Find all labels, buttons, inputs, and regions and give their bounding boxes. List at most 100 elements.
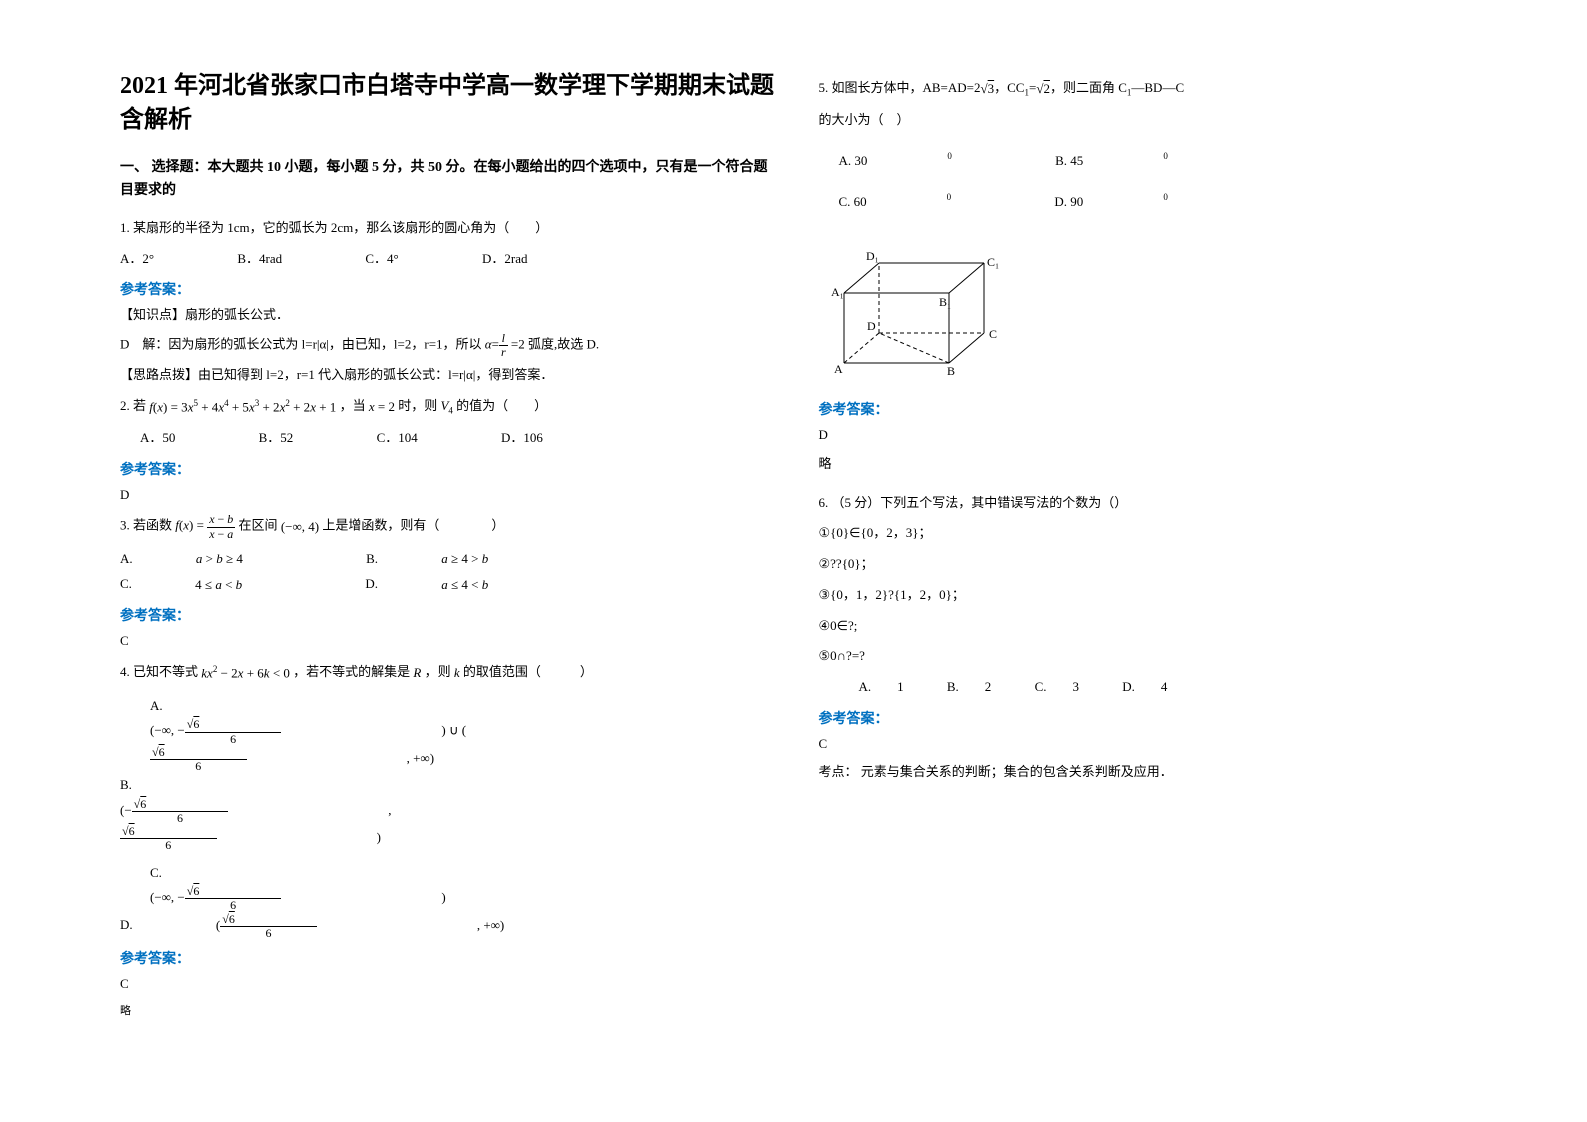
q5-c-text: C. 60: [839, 190, 867, 215]
label-A: A: [834, 362, 843, 376]
q3-d-expr: a ≤ 4 < b: [441, 573, 488, 598]
label-B: B: [947, 364, 955, 378]
q6-opt-a: A. 1: [859, 675, 904, 700]
deg-c: 0: [947, 189, 952, 206]
q4-opt-a: A. (−∞, −√66) ∪ (√66, +∞): [150, 694, 739, 773]
q4-stem-d: 的取值范围（ ）: [463, 664, 593, 679]
q1-opt-d: D．2rad: [482, 247, 528, 272]
q3-stem-c: 上是增函数，则有（ ）: [322, 518, 504, 533]
q4-stem: 4. 已知不等式 kx2 − 2x + 6k < 0 ，若不等式的解集是 R ，…: [120, 660, 779, 686]
q5-stem2: 的大小为（ ）: [819, 108, 1478, 133]
q3-b-pre: B.: [366, 547, 378, 572]
q3-interval: (−∞, 4): [281, 515, 319, 540]
q1-opt-a: A．2°: [120, 247, 154, 272]
q6-stem: 6. （5 分）下列五个写法，其中错误写法的个数为（）: [819, 491, 1478, 516]
section-heading: 一、 选择题：本大题共 10 小题，每小题 5 分，共 50 分。在每小题给出的…: [120, 157, 779, 202]
deg-b: 0: [1163, 148, 1168, 165]
q2-stem: 2. 若 f(x) = 3x5 + 4x4 + 5x3 + 2x2 + 2x +…: [120, 394, 779, 420]
q4-opt-d: D. (√66, +∞): [120, 913, 584, 940]
sqrt3: √3: [981, 77, 995, 102]
q1-stem: 1. 某扇形的半径为 1cm，它的弧长为 2cm，那么该扇形的圆心角为（ ）: [120, 216, 779, 241]
q3-stem-b: 在区间: [239, 518, 278, 533]
q5-opt-a: A. 30 0: [839, 148, 1032, 173]
q5-opt-c: C. 60 0: [839, 189, 1032, 214]
q2-stem-b: ，当: [340, 398, 366, 413]
q4-c-expr: (−∞, −√66): [150, 885, 446, 912]
q4-stem-c: ，则: [425, 664, 451, 679]
q5-opt-b: B. 45 0: [1055, 148, 1248, 173]
alpha-eq-l-over-r: α=lr: [485, 332, 508, 359]
q4-c-pre: C.: [150, 861, 162, 886]
q2-x-eq-2: x = 2: [369, 395, 395, 420]
right-column: 5. 如图长方体中，AB=AD=2√3，CC1=√2，则二面角 C1—BD—C …: [799, 70, 1498, 1082]
q4-lue: 略: [120, 1001, 779, 1022]
label-A1: A₁: [831, 285, 844, 299]
q1-knowledge: 【知识点】扇形的弧长公式．: [120, 303, 779, 328]
q3-options: A. a > b ≥ 4 B. a ≥ 4 > b C. 4 ≤ a < b D…: [120, 547, 779, 598]
q2-opt-d: D．106: [501, 426, 543, 451]
q6-kaodian: 考点： 元素与集合关系的判断；集合的包含关系判断及应用．: [819, 760, 1478, 785]
q5-d-text: D. 90: [1054, 190, 1083, 215]
q3-opt-c: C. 4 ≤ a < b: [120, 572, 302, 597]
q4-opt-b: B. (−√66, √66): [120, 773, 699, 852]
left-column: 2021 年河北省张家口市白塔寺中学高一数学理下学期期末试题含解析 一、 选择题…: [100, 70, 799, 1082]
q1-opt-c: C．4°: [365, 247, 398, 272]
q6-opt-c: C. 3: [1035, 675, 1079, 700]
q4-answer: C: [120, 972, 779, 997]
deg-a: 0: [947, 148, 952, 165]
q3-c-expr: 4 ≤ a < b: [195, 573, 242, 598]
q3-opt-a: A. a > b ≥ 4: [120, 547, 303, 572]
q1-expl-text-a: D 解：因为扇形的弧长公式为 l=r|α|，由已知，l=2，r=1，所以: [120, 337, 482, 352]
q3-stem: 3. 若函数 f(x) = x − bx − a 在区间 (−∞, 4) 上是增…: [120, 513, 779, 540]
q2-stem-c: 时，则: [398, 398, 437, 413]
q6-line4: ④0∈?;: [819, 614, 1478, 639]
q2-options: A．50 B．52 C．104 D．106: [120, 426, 779, 451]
q5-options-row2: C. 60 0 D. 900: [839, 189, 1478, 214]
q3-c-pre: C.: [120, 572, 132, 597]
q5-a-text: A. 30: [839, 149, 868, 174]
q2-stem-a: 2. 若: [120, 398, 146, 413]
label-C1: C₁: [987, 255, 999, 269]
q1-options: A．2° B．4rad C．4° D．2rad: [120, 247, 779, 272]
q6-opt-b: B. 2: [947, 675, 991, 700]
cuboid-diagram: A B C D A₁ B₁ C₁ D₁: [819, 238, 1009, 378]
q2-v4: V4: [440, 394, 452, 420]
q4-options-row1: A. (−∞, −√66) ∪ (√66, +∞) B. (−√66, √66): [120, 694, 779, 853]
q5-stem-c: =: [1029, 80, 1036, 95]
q5-lue: 略: [819, 452, 1478, 477]
q2-opt-a: A．50: [140, 426, 175, 451]
q1-expl-text-b: =2 弧度,故选 D.: [511, 337, 599, 352]
q3-stem-a: 3. 若函数: [120, 518, 172, 533]
page-title: 2021 年河北省张家口市白塔寺中学高一数学理下学期期末试题含解析: [120, 70, 779, 137]
q3-answer: C: [120, 629, 779, 654]
exam-page: 2021 年河北省张家口市白塔寺中学高一数学理下学期期末试题含解析 一、 选择题…: [0, 0, 1587, 1122]
q5-stem-b: ，CC: [994, 80, 1024, 95]
q3-fx-expr: f(x) = x − bx − a: [175, 513, 235, 540]
q2-stem-d: 的值为（ ）: [456, 398, 547, 413]
sqrt2: √2: [1036, 77, 1050, 102]
q4-k: k: [454, 661, 460, 686]
q4-b-pre: B.: [120, 773, 132, 798]
q6-opt-d: D. 4: [1122, 675, 1167, 700]
q1-explain-2: 【思路点拨】由已知得到 l=2，r=1 代入扇形的弧长公式：l=r|α|，得到答…: [120, 363, 779, 388]
q6-answer-label: 参考答案：: [819, 708, 1478, 728]
label-D: D: [867, 319, 876, 333]
q3-d-pre: D.: [365, 572, 378, 597]
q1-explain-1: D 解：因为扇形的弧长公式为 l=r|α|，由已知，l=2，r=1，所以 α=l…: [120, 332, 779, 359]
q6-line2: ②??{0}；: [819, 552, 1478, 577]
q4-a-pre: A.: [150, 694, 163, 719]
label-C: C: [989, 327, 997, 341]
q5-b-text: B. 45: [1055, 149, 1083, 174]
q4-options-row2: C. (−∞, −√66) D. (√66, +∞): [120, 861, 779, 940]
q6-answer: C: [819, 732, 1478, 757]
q4-stem-a: 4. 已知不等式: [120, 664, 198, 679]
q5-opt-d: D. 900: [1054, 189, 1247, 214]
q1-answer-label: 参考答案：: [120, 279, 779, 299]
q5-stem-d: ，则二面角 C: [1050, 80, 1127, 95]
q2-answer: D: [120, 483, 779, 508]
label-B1: B₁: [939, 295, 951, 309]
q5-stem-a: 5. 如图长方体中，AB=AD=2: [819, 80, 981, 95]
q2-fx-expr: f(x) = 3x5 + 4x4 + 5x3 + 2x2 + 2x + 1: [149, 395, 336, 420]
q3-b-expr: a ≥ 4 > b: [441, 547, 488, 572]
q2-opt-b: B．52: [259, 426, 294, 451]
